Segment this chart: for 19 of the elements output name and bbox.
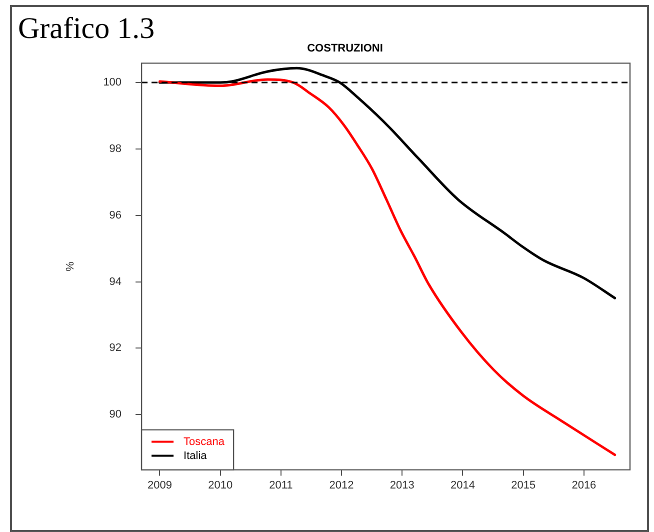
y-tick-label: 92: [109, 342, 122, 354]
y-axis-title: %: [64, 261, 77, 272]
x-tick-label: 2010: [208, 479, 233, 492]
x-tick-label: 2011: [269, 479, 293, 492]
chart-title: COSTRUZIONI: [307, 42, 383, 55]
legend-label: Toscana: [184, 436, 226, 448]
x-tick-label: 2009: [147, 479, 172, 492]
x-tick-label: 2016: [572, 479, 596, 492]
y-tick-label: 90: [109, 408, 122, 421]
y-tick-label: 98: [109, 142, 122, 155]
x-tick-label: 2012: [329, 479, 354, 492]
x-tick-label: 2013: [390, 479, 414, 492]
y-tick-label: 94: [109, 276, 122, 288]
y-tick-label: 100: [103, 76, 122, 88]
y-tick-label: 96: [109, 209, 122, 222]
x-tick-label: 2014: [450, 479, 475, 492]
legend-label: Italia: [184, 450, 208, 462]
x-tick-label: 2015: [511, 479, 536, 492]
text: Grafico 1.3: [18, 12, 155, 46]
